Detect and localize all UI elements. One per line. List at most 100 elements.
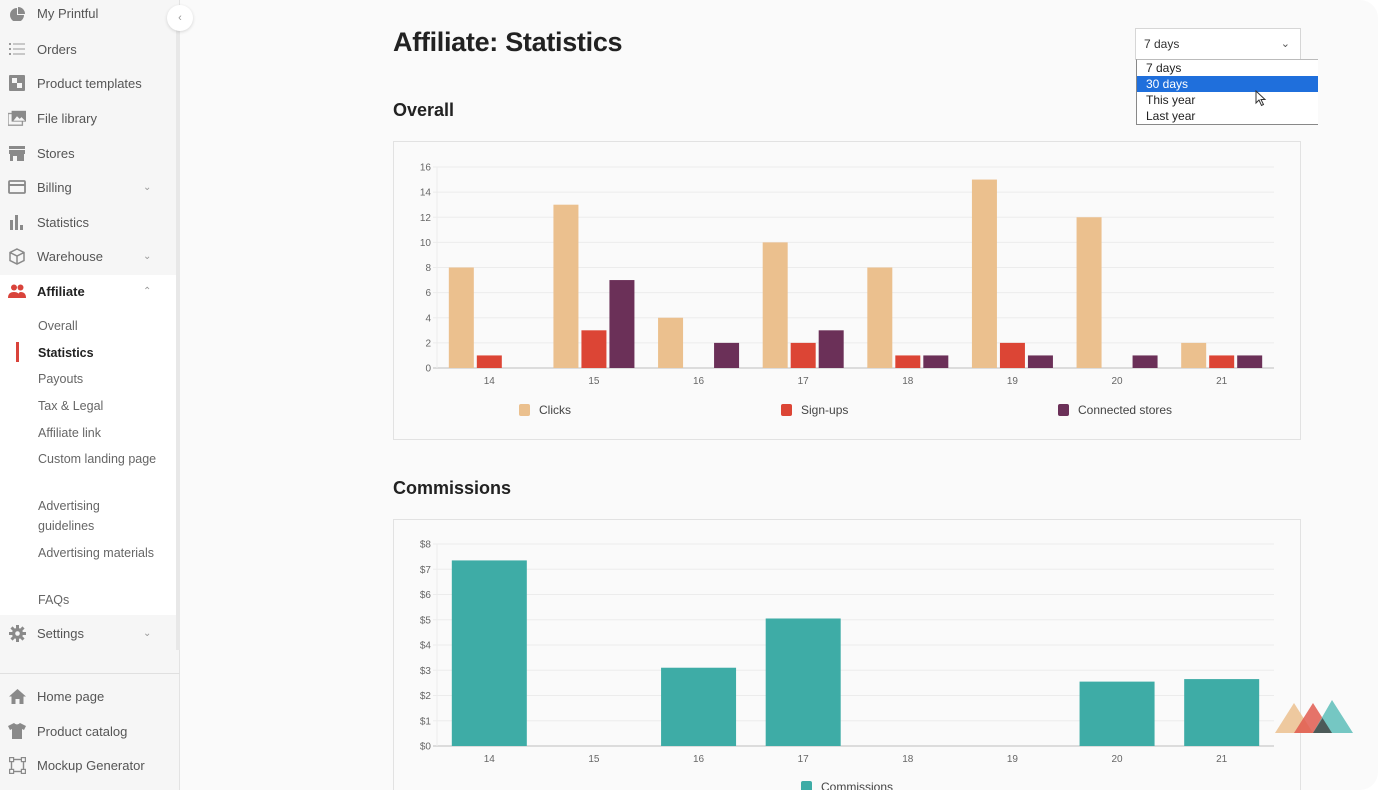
- legend-label: Clicks: [539, 403, 571, 417]
- bar-connected-stores: [818, 330, 844, 368]
- x-tick-label: 18: [902, 376, 914, 387]
- y-tick-label: 4: [425, 313, 431, 324]
- sidebar-item-affiliate[interactable]: Affiliate ⌃: [0, 277, 170, 305]
- sidebar-subitem-advertising-materials[interactable]: Advertising materials: [38, 546, 155, 560]
- y-tick-label: 2: [425, 338, 431, 349]
- sidebar-item-orders[interactable]: Orders: [0, 35, 170, 63]
- collapse-sidebar-button[interactable]: ‹: [167, 5, 193, 31]
- sidebar-scrollbar[interactable]: [176, 20, 180, 650]
- period-option-30-days[interactable]: 30 days: [1137, 76, 1318, 92]
- x-tick-label: 16: [693, 376, 705, 387]
- pie-chart-icon: [8, 5, 26, 23]
- sidebar-item-label: Orders: [37, 41, 77, 57]
- list-icon: [8, 40, 26, 58]
- y-tick-label: $6: [420, 590, 432, 601]
- chevron-down-icon: ⌄: [143, 181, 152, 193]
- bar-clicks: [971, 179, 997, 368]
- y-tick-label: $5: [420, 615, 432, 626]
- x-tick-label: 20: [1112, 376, 1124, 387]
- sidebar-item-label: Statistics: [37, 214, 90, 230]
- x-tick-label: 14: [484, 754, 496, 765]
- credit-card-icon: [8, 178, 26, 196]
- legend-swatch: [1058, 404, 1069, 416]
- overall-chart: 0 2 4 6 8 10 12 14 16 14 15 16 17 18 19 20 21 Clicks Sign-…: [420, 163, 1274, 417]
- chevron-left-icon: ‹: [178, 12, 182, 24]
- sidebar-subitem-payouts[interactable]: Payouts: [38, 372, 84, 386]
- page-title: Affiliate: Statistics: [393, 27, 623, 57]
- y-tick-label: $2: [420, 691, 432, 702]
- sidebar-item-label: Home page: [37, 688, 105, 704]
- sidebar-item-product-templates[interactable]: Product templates: [0, 69, 170, 97]
- sidebar-item-label: My Printful: [37, 6, 99, 21]
- sidebar-item-statistics[interactable]: Statistics: [0, 208, 170, 236]
- period-dropdown: 7 days 30 days This year Last year: [1136, 59, 1318, 125]
- sidebar-item-label: Mockup Generator: [37, 757, 145, 773]
- sidebar-subitem-custom-landing-page[interactable]: Custom landing page: [38, 452, 157, 466]
- sidebar-item-label: Affiliate: [37, 283, 85, 299]
- overall-chart-panel: 0 2 4 6 8 10 12 14 16 14 15 16 17 18 19 20 21 Clicks Sign-…: [393, 141, 1301, 440]
- sidebar-item-my-printful[interactable]: My Printful: [0, 0, 170, 28]
- y-tick-label: 6: [425, 288, 431, 299]
- sidebar-item-settings[interactable]: Settings ⌄: [0, 619, 170, 647]
- period-select[interactable]: 7 days ⌄: [1135, 28, 1301, 60]
- y-tick-label: $8: [420, 540, 432, 551]
- sidebar-item-label: Warehouse: [37, 248, 103, 264]
- bar-connected-stores: [609, 280, 635, 368]
- sidebar-item-billing[interactable]: Billing ⌄: [0, 173, 170, 201]
- section-title-overall: Overall: [393, 100, 455, 120]
- sidebar-item-product-catalog[interactable]: Product catalog: [0, 717, 170, 745]
- commissions-chart-panel: $0 $1 $2 $3 $4 $5 $6 $7 $8 14 15 16 17 18 19 20 21 Commis…: [393, 519, 1301, 790]
- box-icon: [8, 247, 26, 265]
- sidebar-subitem-advertising-guidelines[interactable]: Advertising guidelines: [38, 499, 100, 533]
- x-tick-label: 19: [1007, 754, 1019, 765]
- bar-connected-stores: [923, 355, 949, 368]
- sidebar-subitem-faqs[interactable]: FAQs: [38, 593, 70, 607]
- legend-label: Connected stores: [1078, 403, 1172, 417]
- sidebar-subitem-overall[interactable]: Overall: [38, 319, 78, 333]
- bar-clicks: [1076, 217, 1102, 368]
- period-option-7-days[interactable]: 7 days: [1146, 61, 1182, 75]
- y-tick-label: 16: [420, 163, 432, 174]
- sidebar-item-label: File library: [37, 110, 97, 126]
- sidebar-item-mockup-generator[interactable]: Mockup Generator: [0, 751, 170, 779]
- period-option-this-year[interactable]: This year: [1146, 93, 1196, 107]
- x-tick-label: 17: [798, 754, 810, 765]
- y-tick-label: 12: [420, 213, 432, 224]
- bar-sign-ups: [999, 342, 1025, 368]
- chevron-down-icon: ⌄: [1280, 38, 1290, 50]
- sidebar-item-label: Billing: [37, 179, 72, 195]
- sidebar-subitem-affiliate-link[interactable]: Affiliate link: [38, 426, 101, 440]
- x-tick-label: 21: [1216, 754, 1228, 765]
- sidebar-item-stores[interactable]: Stores: [0, 139, 170, 167]
- x-tick-label: 14: [484, 376, 496, 387]
- sidebar-item-label: Product templates: [37, 75, 142, 91]
- y-tick-label: 0: [425, 364, 431, 375]
- bar-sign-ups: [581, 330, 607, 368]
- period-select-value: 7 days: [1144, 37, 1180, 51]
- bar-commissions: [1079, 681, 1155, 746]
- printful-logo-icon: [1275, 700, 1353, 733]
- chevron-down-icon: ⌄: [143, 250, 152, 262]
- legend-swatch: [781, 404, 792, 416]
- x-tick-label: 17: [798, 376, 810, 387]
- sidebar-item-warehouse[interactable]: Warehouse ⌄: [0, 242, 170, 270]
- period-option-last-year[interactable]: Last year: [1146, 109, 1196, 123]
- sidebar-item-home-page[interactable]: Home page: [0, 682, 170, 710]
- x-tick-label: 15: [588, 754, 600, 765]
- sidebar-subitem-tax-legal[interactable]: Tax & Legal: [38, 399, 104, 413]
- sidebar-item-label: Stores: [37, 145, 75, 161]
- bar-clicks: [762, 242, 788, 368]
- sidebar-subitem-statistics[interactable]: Statistics: [38, 346, 94, 360]
- x-tick-label: 15: [588, 376, 600, 387]
- commissions-chart: $0 $1 $2 $3 $4 $5 $6 $7 $8 14 15 16 17 18 19 20 21 Commis…: [420, 540, 1274, 790]
- y-tick-label: 8: [425, 263, 431, 274]
- sidebar-item-file-library[interactable]: File library: [0, 104, 170, 132]
- y-tick-label: $0: [420, 742, 432, 753]
- chevron-down-icon: ⌄: [143, 627, 152, 639]
- section-title-commissions: Commissions: [393, 478, 512, 498]
- y-tick-label: 14: [420, 188, 432, 199]
- sidebar-item-label: Settings: [37, 625, 84, 641]
- x-tick-label: 19: [1007, 376, 1019, 387]
- bar-commissions: [451, 560, 527, 746]
